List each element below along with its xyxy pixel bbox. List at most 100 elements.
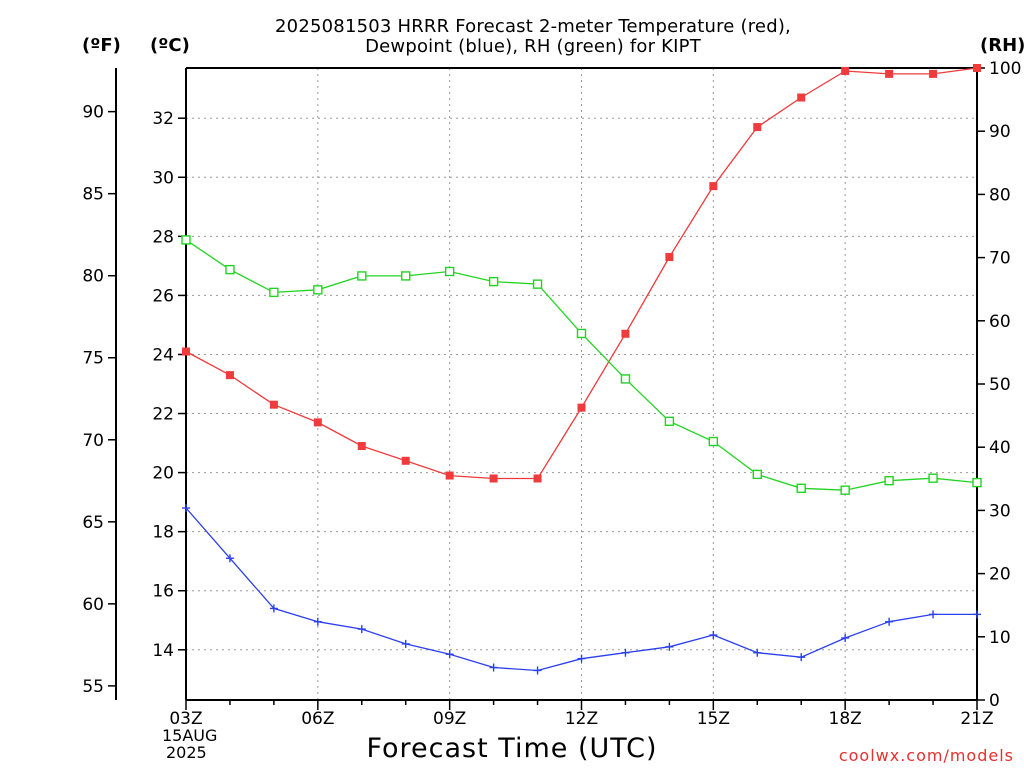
temperature-point xyxy=(401,456,410,465)
rh-point xyxy=(928,473,938,483)
grid xyxy=(186,68,977,700)
rh-tick-label: 40 xyxy=(989,438,1011,458)
dewpoint-point xyxy=(929,610,938,619)
dewpoint-line xyxy=(185,507,977,672)
temperature-point xyxy=(313,418,322,427)
rh-point xyxy=(840,485,850,495)
rh-point xyxy=(708,436,719,447)
fahrenheit-tick-label: 70 xyxy=(82,431,104,451)
chart-title-line-2: Dewpoint (blue), RH (green) for KIPT xyxy=(365,36,701,57)
celsius-tick-label: 32 xyxy=(152,109,174,129)
dewpoint-point xyxy=(797,653,806,662)
fahrenheit-tick-label: 90 xyxy=(82,103,104,123)
dewpoint-series xyxy=(182,504,981,675)
rh-tick-label: 0 xyxy=(989,691,1000,711)
celsius-tick-label: 26 xyxy=(152,286,174,306)
celsius-tick-label: 20 xyxy=(152,464,174,484)
fahrenheit-tick-label: 60 xyxy=(82,595,104,615)
rh-point xyxy=(357,271,367,281)
temperature-point xyxy=(841,66,850,75)
temperature-point xyxy=(885,69,894,78)
rh-unit-label: (RH) xyxy=(980,35,1024,56)
celsius-tick-label: 14 xyxy=(152,641,174,661)
dewpoint-point xyxy=(269,604,278,613)
rh-point xyxy=(225,264,235,275)
celsius-unit-label: (ºC) xyxy=(150,35,190,56)
dewpoint-point xyxy=(489,663,498,672)
x-tick-label: 18Z xyxy=(829,709,862,729)
rh-point xyxy=(401,271,411,281)
dewpoint-point xyxy=(753,648,762,657)
date-year-label: 2025 xyxy=(166,743,207,762)
x-tick-label: 21Z xyxy=(960,709,993,729)
x-tick-label: 15Z xyxy=(697,709,730,729)
celsius-tick-label: 28 xyxy=(152,227,174,247)
x-axis-title: Forecast Time (UTC) xyxy=(366,733,658,764)
rh-tick-label: 20 xyxy=(989,565,1011,585)
chart-title-line-1: 2025081503 HRRR Forecast 2-meter Tempera… xyxy=(275,16,791,37)
fahrenheit-tick-label: 55 xyxy=(82,677,104,697)
temperature-point xyxy=(929,69,938,78)
rh-point xyxy=(181,235,191,245)
temperature-point xyxy=(577,403,586,412)
temperature-point xyxy=(753,123,762,132)
temperature-point xyxy=(182,347,190,356)
fahrenheit-tick-label: 65 xyxy=(82,513,104,533)
rh-point xyxy=(664,416,675,426)
temperature-point xyxy=(489,474,498,483)
temperature-point xyxy=(445,471,454,480)
temperature-point xyxy=(797,93,806,102)
dewpoint-point xyxy=(841,633,850,642)
rh-point xyxy=(444,266,455,277)
fahrenheit-tick-label: 85 xyxy=(82,185,104,205)
rh-point xyxy=(752,469,762,480)
credit-text: coolwx.com/models xyxy=(838,746,1014,765)
dewpoint-point xyxy=(709,631,718,640)
rh-tick-label: 10 xyxy=(989,628,1011,648)
rh-point xyxy=(313,285,323,295)
rh-point xyxy=(576,328,587,339)
dewpoint-point xyxy=(357,625,366,634)
celsius-tick-label: 24 xyxy=(152,345,174,365)
rh-point xyxy=(488,276,499,287)
dewpoint-point xyxy=(401,639,410,648)
dewpoint-point xyxy=(885,617,894,626)
temperature-point xyxy=(269,400,278,409)
x-tick-label: 06Z xyxy=(301,709,334,729)
fahrenheit-tick-label: 80 xyxy=(82,267,104,287)
rh-point xyxy=(796,483,806,493)
dewpoint-point xyxy=(225,554,234,563)
rh-tick-label: 60 xyxy=(989,312,1011,332)
temperature-point xyxy=(709,182,718,191)
rh-tick-label: 90 xyxy=(989,122,1011,142)
celsius-tick-label: 22 xyxy=(152,405,174,425)
dewpoint-point xyxy=(621,648,630,657)
temperature-point xyxy=(621,329,630,338)
rh-point xyxy=(532,279,543,289)
dewpoint-point xyxy=(313,617,322,626)
temperature-series xyxy=(182,64,981,483)
dewpoint-point xyxy=(973,610,981,619)
rh-point xyxy=(620,374,631,384)
fahrenheit-tick-label: 75 xyxy=(82,349,104,369)
rh-tick-label: 80 xyxy=(989,185,1011,205)
x-tick-label: 03Z xyxy=(169,709,202,729)
dewpoint-point xyxy=(182,504,190,513)
x-tick-label: 12Z xyxy=(565,709,598,729)
temperature-point xyxy=(357,442,366,451)
fahrenheit-unit-label: (ºF) xyxy=(82,35,121,56)
rh-series xyxy=(181,235,982,495)
temperature-point xyxy=(225,371,234,380)
date-day-label: 15AUG xyxy=(162,726,218,745)
temperature-point xyxy=(533,474,542,483)
rh-tick-label: 100 xyxy=(989,59,1021,79)
temperature-point xyxy=(665,253,674,262)
dewpoint-point xyxy=(445,650,454,659)
x-tick-label: 09Z xyxy=(433,709,466,729)
rh-point xyxy=(972,477,982,488)
rh-tick-label: 50 xyxy=(989,375,1011,395)
dewpoint-point xyxy=(533,666,542,675)
dewpoint-point xyxy=(577,654,586,663)
dewpoint-point xyxy=(665,642,674,651)
